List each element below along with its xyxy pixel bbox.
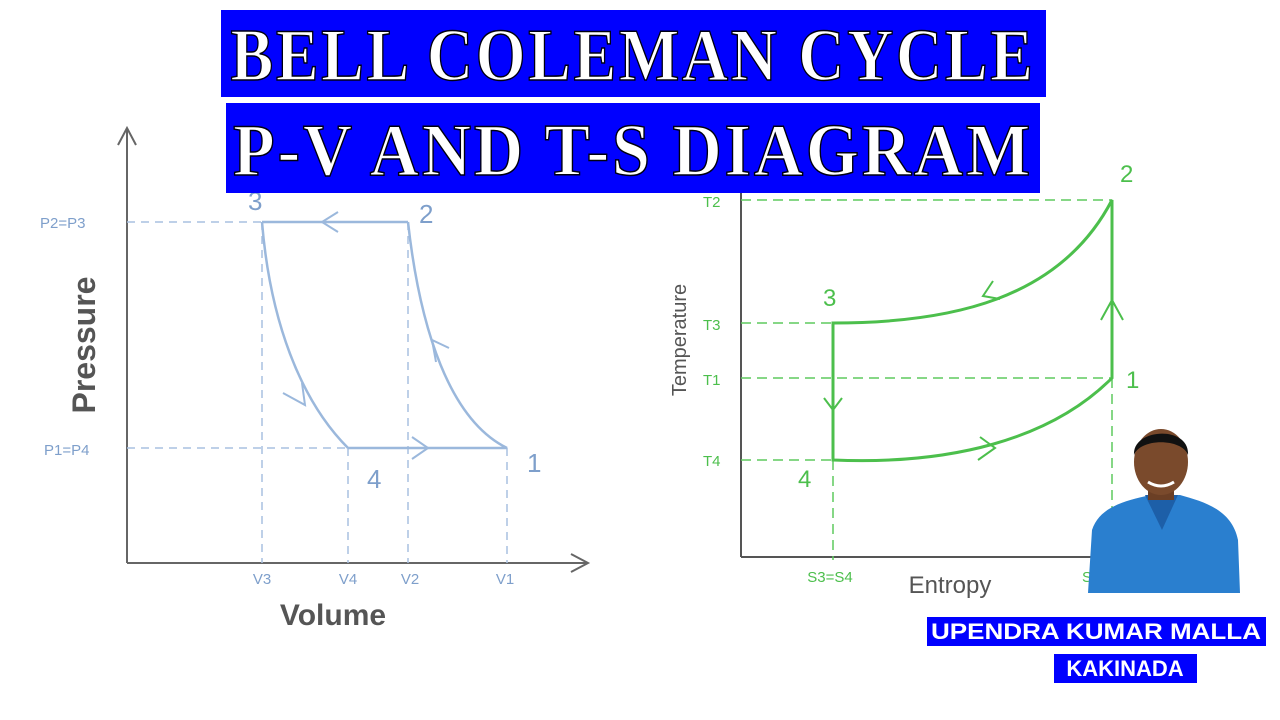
ts-temperature-label: T3 (703, 317, 721, 334)
pv-point-label: 2 (419, 199, 433, 229)
title-banner (226, 103, 1040, 193)
ts-point-label: 4 (798, 466, 811, 493)
ts-point-label: 2 (1120, 161, 1133, 188)
ts-guides (741, 199, 1113, 560)
ts-y-label: Temperature (669, 284, 691, 396)
ts-temperature-label: T4 (703, 453, 721, 470)
ts-entropy-label: S3=S4 (807, 569, 852, 586)
pv-axes (117, 125, 591, 573)
pv-guides (127, 221, 508, 563)
ts-arrows (823, 280, 1124, 461)
ts-temperature-label: T1 (703, 372, 721, 389)
pv-x-label: Volume (280, 599, 386, 632)
author-place: KAKINADA (1066, 656, 1183, 681)
author-name: UPENDRA KUMAR MALLA (931, 619, 1261, 644)
pv-arrows (282, 211, 450, 460)
title-line: P-V AND T-S DIAGRAM (233, 110, 1033, 192)
pv-y-label: Pressure (66, 277, 102, 414)
ts-entropy-label: S (1082, 569, 1092, 586)
ts-temperature-label: T2 (703, 194, 721, 211)
ts-axes (740, 190, 1125, 558)
pv-cycle (260, 220, 508, 450)
pv-diagram (117, 125, 591, 573)
author-banner (927, 617, 1266, 646)
pv-volume-label: V2 (401, 571, 419, 588)
pv-volume-label: V1 (496, 571, 514, 588)
ts-point-label: 3 (823, 285, 836, 312)
pv-point-label: 1 (527, 448, 541, 478)
title-banner (221, 10, 1046, 97)
pv-point-label: 3 (248, 186, 262, 216)
author-banner (1054, 654, 1197, 683)
ts-diagram (740, 190, 1125, 560)
presenter-photo (1088, 429, 1240, 593)
title-line: BELL COLEMAN CYCLE (231, 15, 1036, 97)
pv-volume-label: V3 (253, 571, 271, 588)
pv-point-label: 4 (367, 464, 381, 494)
pv-volume-label: V4 (339, 571, 357, 588)
ts-x-label: Entropy (909, 572, 992, 599)
ts-point-label: 1 (1126, 367, 1139, 394)
ts-cycle (831, 199, 1114, 463)
pv-pressure-label: P1=P4 (44, 442, 89, 459)
pv-pressure-label: P2=P3 (40, 215, 85, 232)
